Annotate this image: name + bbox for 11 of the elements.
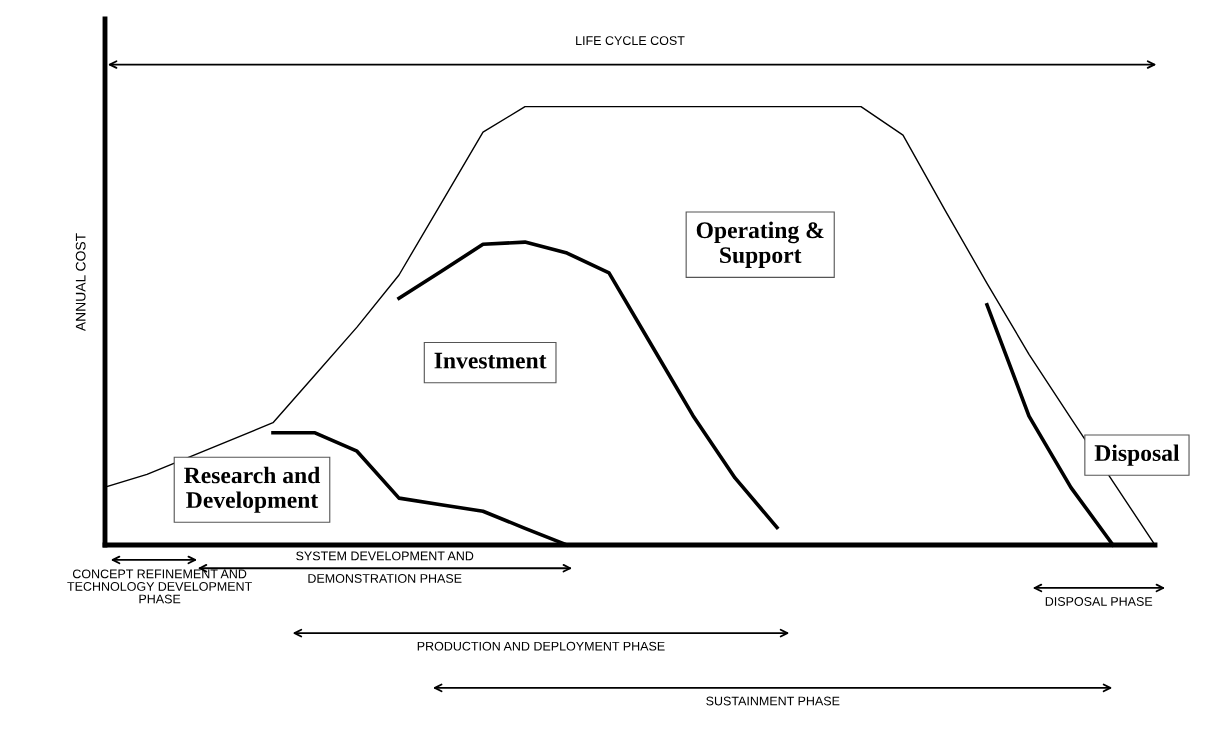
annotation: Disposal [1094,444,1180,466]
text: SUSTAINMENT PHASE [706,696,840,706]
annotation: Operating & Support [696,221,824,268]
text: SYSTEM DEVELOPMENT AND DEMONSTRATION PHASE [296,551,474,583]
text: LIFE CYCLE COST [576,36,685,46]
annotation: Investment [434,352,547,369]
annotation: Research and Development [184,466,321,513]
text: DISPOSAL PHASE [1045,597,1153,606]
text: CONCEPT REFINEMENT AND TECHNOLOGY DEVELOPMENT PHASE [67,569,252,604]
y-axis-title: ANNUAL COST [75,233,86,332]
text: PRODUCTION AND DEPLOYMENT PHASE [417,641,665,651]
